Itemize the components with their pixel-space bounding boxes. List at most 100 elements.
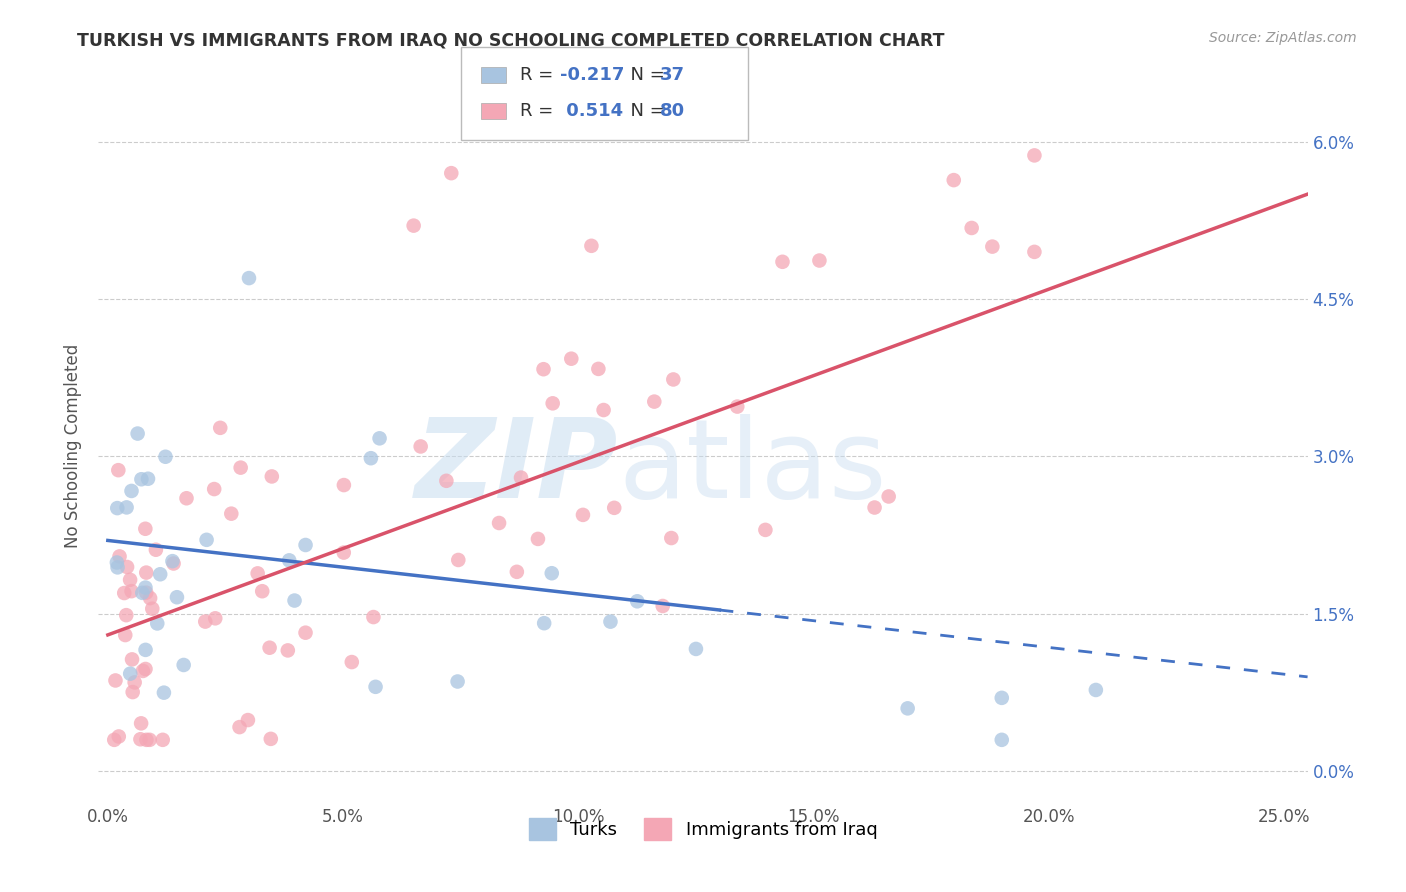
Immigrants from Iraq (643, 394, 665, 409)
Immigrants from Iraq (221, 507, 243, 521)
Immigrants from Iraq (229, 460, 252, 475)
Turks (990, 690, 1012, 705)
Turks (155, 450, 177, 464)
Text: 0.514: 0.514 (560, 102, 623, 120)
Immigrants from Iraq (194, 615, 217, 629)
Immigrants from Iraq (533, 362, 555, 376)
Turks (162, 554, 184, 568)
Immigrants from Iraq (132, 664, 155, 678)
Immigrants from Iraq (108, 549, 131, 564)
Immigrants from Iraq (659, 531, 682, 545)
Immigrants from Iraq (725, 400, 748, 414)
Text: ZIP: ZIP (415, 414, 619, 521)
Y-axis label: No Schooling Completed: No Schooling Completed (65, 344, 83, 548)
Immigrants from Iraq (1024, 244, 1046, 259)
Immigrants from Iraq (981, 239, 1004, 253)
Turks (146, 616, 169, 631)
Turks (105, 501, 128, 516)
Immigrants from Iraq (139, 591, 162, 606)
Turks (135, 643, 157, 657)
Text: TURKISH VS IMMIGRANTS FROM IRAQ NO SCHOOLING COMPLETED CORRELATION CHART: TURKISH VS IMMIGRANTS FROM IRAQ NO SCHOO… (77, 31, 945, 49)
Immigrants from Iraq (440, 166, 463, 180)
Turks (599, 615, 621, 629)
Immigrants from Iraq (592, 403, 614, 417)
Immigrants from Iraq (447, 553, 470, 567)
Turks (136, 472, 159, 486)
Immigrants from Iraq (409, 440, 432, 454)
Immigrants from Iraq (488, 516, 510, 530)
Turks (360, 451, 382, 466)
Immigrants from Iraq (112, 586, 135, 600)
Text: 37: 37 (659, 66, 685, 84)
Immigrants from Iraq (103, 732, 125, 747)
Immigrants from Iraq (145, 542, 167, 557)
Turks (368, 431, 391, 445)
Turks (278, 553, 301, 567)
Text: R =: R = (520, 102, 560, 120)
Immigrants from Iraq (115, 560, 138, 574)
Turks (131, 586, 153, 600)
Turks (1084, 683, 1107, 698)
Immigrants from Iraq (134, 662, 156, 676)
Turks (105, 556, 128, 570)
Immigrants from Iraq (506, 565, 529, 579)
Immigrants from Iraq (754, 523, 776, 537)
Immigrants from Iraq (121, 584, 143, 599)
Immigrants from Iraq (115, 608, 138, 623)
Immigrants from Iraq (277, 643, 299, 657)
Immigrants from Iraq (510, 470, 533, 484)
Text: 80: 80 (659, 102, 685, 120)
Turks (120, 666, 142, 681)
Immigrants from Iraq (402, 219, 425, 233)
Turks (533, 616, 555, 631)
Turks (294, 538, 316, 552)
Immigrants from Iraq (114, 628, 136, 642)
Immigrants from Iraq (603, 500, 626, 515)
Turks (153, 686, 176, 700)
Turks (283, 593, 305, 607)
Immigrants from Iraq (527, 532, 550, 546)
Text: atlas: atlas (619, 414, 887, 521)
Immigrants from Iraq (332, 545, 354, 559)
Immigrants from Iraq (107, 463, 129, 477)
Turks (121, 483, 143, 498)
Immigrants from Iraq (152, 732, 174, 747)
Immigrants from Iraq (209, 421, 232, 435)
Immigrants from Iraq (138, 732, 160, 747)
Immigrants from Iraq (808, 253, 831, 268)
Turks (990, 732, 1012, 747)
Turks (364, 680, 387, 694)
Immigrants from Iraq (942, 173, 965, 187)
Immigrants from Iraq (541, 396, 564, 410)
Immigrants from Iraq (204, 611, 226, 625)
Immigrants from Iraq (259, 640, 281, 655)
Immigrants from Iraq (560, 351, 582, 366)
Immigrants from Iraq (581, 239, 603, 253)
Immigrants from Iraq (588, 362, 610, 376)
Turks (107, 560, 129, 574)
Immigrants from Iraq (877, 490, 900, 504)
Immigrants from Iraq (135, 732, 157, 747)
Immigrants from Iraq (960, 221, 983, 235)
Immigrants from Iraq (228, 720, 250, 734)
Immigrants from Iraq (260, 469, 283, 483)
Turks (685, 642, 707, 657)
Immigrants from Iraq (129, 732, 152, 747)
Text: N =: N = (619, 66, 671, 84)
Turks (166, 591, 188, 605)
Immigrants from Iraq (772, 254, 794, 268)
Turks (149, 567, 172, 582)
Turks (238, 271, 260, 285)
Immigrants from Iraq (294, 625, 316, 640)
Turks (540, 566, 562, 581)
Legend: Turks, Immigrants from Iraq: Turks, Immigrants from Iraq (522, 811, 884, 847)
Immigrants from Iraq (176, 491, 198, 506)
Turks (127, 426, 149, 441)
Immigrants from Iraq (129, 716, 152, 731)
Text: -0.217: -0.217 (560, 66, 624, 84)
Immigrants from Iraq (135, 585, 157, 599)
Immigrants from Iraq (246, 566, 269, 581)
Text: N =: N = (619, 102, 671, 120)
Immigrants from Iraq (120, 573, 142, 587)
Immigrants from Iraq (662, 372, 685, 386)
